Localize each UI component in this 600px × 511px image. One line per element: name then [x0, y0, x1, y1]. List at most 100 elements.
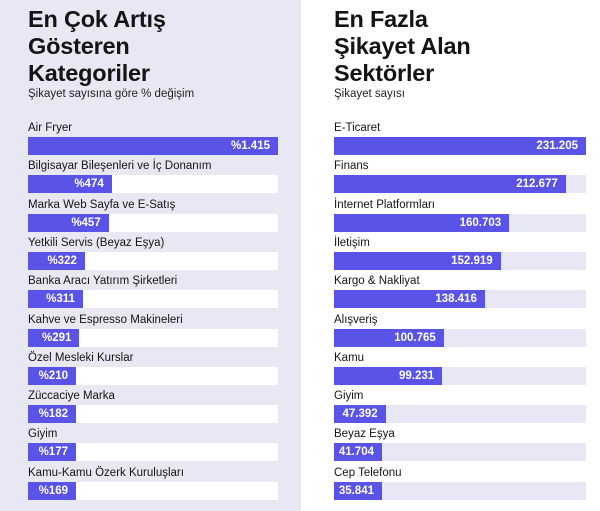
- right-bar-track: 41.704: [334, 443, 586, 462]
- left-bar-track: %311: [28, 290, 278, 309]
- right-bar-track: 47.392: [334, 405, 586, 424]
- left-category-label: Özel Mesleki Kurslar: [28, 351, 134, 364]
- left-bar: %291: [28, 328, 80, 347]
- right-bar-row: Finans 212.677: [301, 159, 600, 197]
- right-bar: 99.231: [334, 366, 443, 385]
- left-bar-value-label: %457: [71, 216, 101, 229]
- left-bar: %311: [28, 290, 83, 309]
- left-bar: %457: [28, 213, 109, 232]
- right-chart-title: En Fazla Şikayet Alan Sektörler: [334, 6, 471, 86]
- right-chart-subtitle: Şikayet sayısı: [334, 88, 405, 100]
- left-bar: %210: [28, 366, 76, 385]
- right-bar-chart: E-Ticaret 231.205 Finans 212.677 İnternet Pl…: [301, 121, 600, 501]
- left-bar-value-label: %169: [38, 484, 68, 497]
- right-bar-track: 160.703: [334, 213, 586, 232]
- left-bar-value-label: %1.415: [230, 140, 270, 152]
- left-bar-track: %177: [28, 443, 278, 462]
- left-bar-value-label: %311: [46, 293, 75, 306]
- left-chart-panel: En Çok Artış Gösteren Kategoriler Şikaye…: [0, 0, 301, 511]
- right-category-label: Finans: [334, 160, 369, 173]
- right-bar-row: Kargo & Nakliyat 138.416: [301, 274, 600, 312]
- left-bar-row: Kamu-Kamu Özerk Kuruluşları %169: [0, 466, 301, 504]
- left-bar-value-label: %474: [74, 178, 104, 191]
- right-category-label: Kargo & Nakliyat: [334, 275, 420, 288]
- right-bar-value-label: 99.231: [398, 369, 435, 382]
- left-bar-row: Banka Aracı Yatırım Şirketleri %311: [0, 274, 301, 312]
- left-category-label: Air Fryer: [28, 122, 73, 134]
- left-bar-row: Yetkili Servis (Beyaz Eşya) %322: [0, 236, 301, 274]
- right-category-label: E-Ticaret: [334, 122, 381, 134]
- left-bar-track: %322: [28, 251, 278, 270]
- left-bar-row: Bilgisayar Bileşenleri ve İç Donanım %474: [0, 159, 301, 197]
- left-bar-value-label: %322: [47, 254, 77, 267]
- right-bar-row: Giyim 47.392: [301, 389, 600, 427]
- left-bar-value-label: %177: [38, 446, 68, 459]
- right-category-label: İnternet Platformları: [334, 198, 435, 211]
- left-chart-title: En Çok Artış Gösteren Kategoriler: [28, 6, 166, 86]
- left-bar-row: Özel Mesleki Kurslar %210: [0, 351, 301, 389]
- left-bar-row: Giyim %177: [0, 427, 301, 465]
- right-bar-row: Beyaz Eşya 41.704: [301, 427, 600, 465]
- right-bar-row: İletişim 152.919: [301, 236, 600, 274]
- left-bar: %322: [28, 251, 85, 270]
- left-bar: %182: [28, 405, 76, 424]
- left-category-label: Marka Web Sayfa ve E-Satış: [28, 198, 176, 211]
- left-bar: %474: [28, 175, 112, 194]
- left-bar: %1.415: [28, 137, 278, 155]
- left-category-label: Bilgisayar Bileşenleri ve İç Donanım: [28, 160, 212, 173]
- right-bar-value-label: 41.704: [338, 446, 374, 459]
- right-bar-value-label: 231.205: [536, 140, 578, 152]
- right-bar-value-label: 160.703: [459, 216, 502, 229]
- left-category-label: Züccaciye Marka: [28, 390, 115, 403]
- right-bar: 47.392: [334, 405, 386, 424]
- left-bar-track: %210: [28, 366, 278, 385]
- right-bar: 212.677: [334, 175, 566, 194]
- left-chart-subtitle: Şikayet sayısına göre % değişim: [28, 88, 195, 100]
- right-bar-row: Alışveriş 100.765: [301, 313, 600, 351]
- right-bar-row: İnternet Platformları 160.703: [301, 198, 600, 236]
- left-bar-value-label: %210: [38, 369, 68, 382]
- right-bar-track: 99.231: [334, 366, 586, 385]
- right-bar: 100.765: [334, 328, 444, 347]
- left-bar-row: Züccaciye Marka %182: [0, 389, 301, 427]
- right-category-label: Alışveriş: [334, 313, 378, 326]
- right-bar-value-label: 47.392: [342, 408, 378, 421]
- right-bar-track: 138.416: [334, 290, 586, 309]
- right-bar-value-label: 35.841: [338, 484, 374, 497]
- right-bar-row: Kamu 99.231: [301, 351, 600, 389]
- right-category-label: Giyim: [334, 390, 364, 403]
- right-bar-track: 231.205: [334, 137, 586, 155]
- left-bar: %177: [28, 443, 76, 462]
- right-bar-row: Cep Telefonu 35.841: [301, 466, 600, 504]
- right-bar: 35.841: [334, 481, 382, 500]
- right-bar-track: 100.765: [334, 328, 586, 347]
- right-bar-track: 212.677: [334, 175, 586, 194]
- left-bar-value-label: %182: [38, 408, 68, 421]
- left-bar-track: %457: [28, 213, 278, 232]
- right-category-label: Cep Telefonu: [334, 466, 402, 479]
- right-bar: 231.205: [334, 137, 586, 155]
- left-bar-track: %291: [28, 328, 278, 347]
- right-bar-value-label: 212.677: [516, 178, 558, 191]
- left-bar-chart: Air Fryer %1.415 Bilgisayar Bileşenleri ve…: [0, 121, 301, 501]
- left-category-label: Kahve ve Espresso Makineleri: [28, 313, 183, 326]
- right-bar: 138.416: [334, 290, 485, 309]
- left-bar-track: %474: [28, 175, 278, 194]
- left-category-label: Giyim: [28, 428, 58, 441]
- right-bar: 41.704: [334, 443, 382, 462]
- left-category-label: Kamu-Kamu Özerk Kuruluşları: [28, 466, 184, 479]
- left-bar-row: Marka Web Sayfa ve E-Satış %457: [0, 198, 301, 236]
- right-bar: 152.919: [334, 251, 501, 270]
- right-bar-row: E-Ticaret 231.205: [301, 121, 600, 159]
- left-bar-row: Air Fryer %1.415: [0, 121, 301, 159]
- right-chart-panel: En Fazla Şikayet Alan Sektörler Şikayet …: [301, 0, 600, 511]
- left-bar-row: Kahve ve Espresso Makineleri %291: [0, 313, 301, 351]
- left-bar-value-label: %291: [41, 331, 72, 344]
- right-category-label: İletişim: [334, 236, 370, 249]
- left-bar: %169: [28, 481, 76, 500]
- left-bar-track: %169: [28, 481, 278, 500]
- right-bar: 160.703: [334, 213, 510, 232]
- right-category-label: Beyaz Eşya: [334, 428, 395, 441]
- right-bar-track: 152.919: [334, 251, 586, 270]
- right-bar-value-label: 152.919: [451, 254, 493, 267]
